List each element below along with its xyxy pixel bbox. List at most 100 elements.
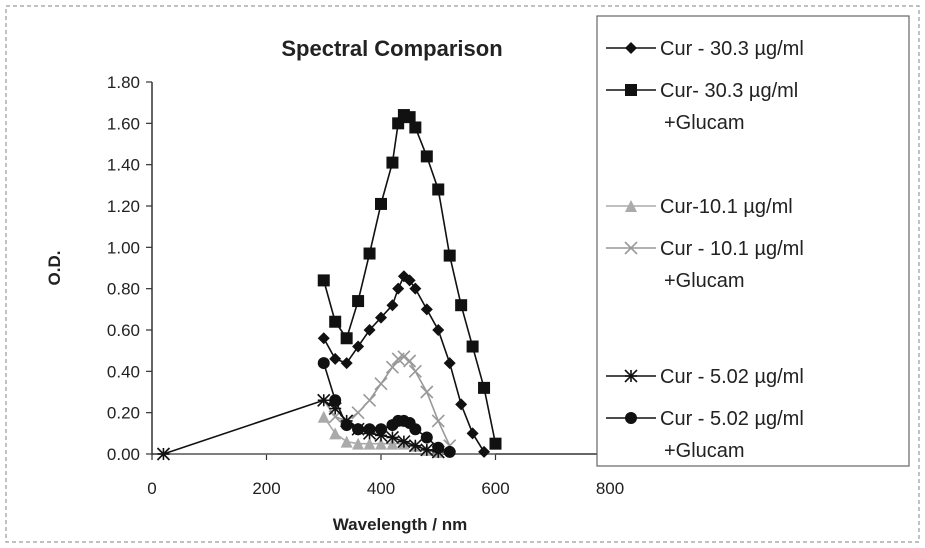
data-point: [420, 385, 434, 399]
data-point: [375, 423, 387, 436]
legend-box: [596, 15, 910, 467]
data-point: [329, 394, 342, 407]
legend-entry-2: Cur- 30.3 µg/ml +Glucam: [606, 80, 798, 134]
legend-entry-6: Cur - 5.02 µg/ml +Glucam: [606, 408, 804, 462]
data-point: [408, 439, 422, 453]
legend-label: Cur - 30.3 µg/ml: [660, 38, 804, 60]
y-tick-label: 0.80: [107, 280, 140, 299]
y-tick-label: 1.80: [107, 73, 140, 92]
data-point: [351, 406, 365, 420]
chart-title: Spectral Comparison: [281, 36, 502, 61]
data-point: [374, 377, 388, 391]
data-point: [478, 381, 491, 394]
data-point: [431, 414, 445, 428]
data-point: [409, 282, 422, 295]
x-axis-label: Wavelength / nm: [333, 515, 467, 534]
data-point: [403, 354, 417, 368]
data-point: [362, 393, 377, 407]
y-axis-label: O.D.: [45, 251, 64, 286]
data-point: [386, 437, 399, 450]
legend-swatch-marker: [625, 84, 637, 96]
data-point: [432, 183, 445, 196]
legend-entry-4: Cur - 10.1 µg/ml +Glucam: [606, 238, 804, 292]
legend-label: Cur - 10.1 µg/ml: [660, 238, 804, 260]
x-tick-label: 800: [596, 479, 624, 498]
data-point: [329, 352, 342, 365]
legend-entry-5: Cur - 5.02 µg/ml: [606, 366, 804, 388]
data-point: [340, 419, 353, 432]
data-point: [420, 150, 433, 163]
y-tick-label: 1.40: [107, 156, 140, 175]
legend-entry-3: Cur-10.1 µg/ml: [606, 196, 793, 218]
data-point: [329, 315, 342, 328]
legend-label: +Glucam: [664, 440, 745, 462]
legend-swatch-marker: [625, 412, 637, 424]
data-point: [329, 427, 342, 440]
data-point: [340, 357, 353, 370]
series-1: [317, 270, 491, 458]
data-point: [363, 324, 376, 336]
data-point: [352, 340, 365, 353]
legend-swatch-marker: [625, 200, 637, 212]
legend-swatch-marker: [624, 241, 638, 255]
data-point: [420, 443, 434, 457]
data-point: [420, 431, 433, 444]
x-tick-label: 0: [147, 479, 156, 498]
data-point: [363, 437, 376, 450]
legend-label: Cur - 5.02 µg/ml: [660, 408, 804, 430]
plot-area: 0.00 0.20 0.40 0.60 0.80 1.00 1.20 1.40 1.60 1.80…: [45, 73, 624, 534]
data-point: [375, 197, 387, 210]
y-tick-label: 1.60: [107, 114, 140, 133]
data-point: [317, 410, 330, 423]
x-tick-label: 600: [481, 479, 509, 498]
data-point: [340, 435, 353, 448]
data-point: [385, 430, 400, 445]
data-point: [397, 350, 411, 364]
data-point: [386, 299, 399, 312]
legend-label: +Glucam: [664, 112, 745, 134]
data-point: [432, 324, 445, 336]
data-point: [317, 332, 330, 345]
series-2: [317, 109, 502, 450]
data-point: [403, 274, 416, 287]
y-tick-label: 1.00: [107, 238, 140, 257]
data-point: [455, 299, 468, 312]
legend-label: Cur - 5.02 µg/ml: [660, 366, 804, 388]
data-point: [392, 282, 405, 295]
y-tick-label: 0.20: [107, 404, 140, 423]
y-tick-label: 1.20: [107, 197, 140, 216]
data-point: [352, 423, 365, 436]
data-point: [352, 437, 365, 450]
data-point: [363, 247, 376, 260]
data-point: [466, 340, 479, 353]
data-point: [432, 441, 445, 454]
data-point: [385, 360, 400, 374]
data-point: [443, 357, 456, 370]
data-point: [409, 423, 422, 436]
y-tick-label: 0.40: [107, 362, 140, 381]
data-point: [340, 332, 353, 345]
data-point: [478, 445, 491, 458]
data-point: [403, 111, 416, 124]
legend-label: Cur- 30.3 µg/ml: [660, 80, 798, 102]
data-point: [420, 303, 433, 316]
data-point: [397, 435, 411, 449]
data-point: [352, 295, 365, 308]
data-point: [363, 423, 376, 436]
data-point: [386, 156, 399, 169]
data-point: [156, 447, 171, 461]
data-point: [317, 357, 330, 370]
series-6: [317, 357, 456, 458]
data-point: [317, 274, 330, 287]
data-point: [443, 445, 456, 458]
legend-swatch-marker: [625, 42, 637, 54]
data-point: [408, 364, 422, 378]
data-point: [455, 398, 468, 411]
y-tick-label: 0.60: [107, 321, 140, 340]
legend-entry-1: Cur - 30.3 µg/ml: [606, 38, 804, 60]
data-point: [375, 437, 387, 450]
data-point: [375, 311, 387, 324]
legend-label: Cur-10.1 µg/ml: [660, 196, 793, 218]
